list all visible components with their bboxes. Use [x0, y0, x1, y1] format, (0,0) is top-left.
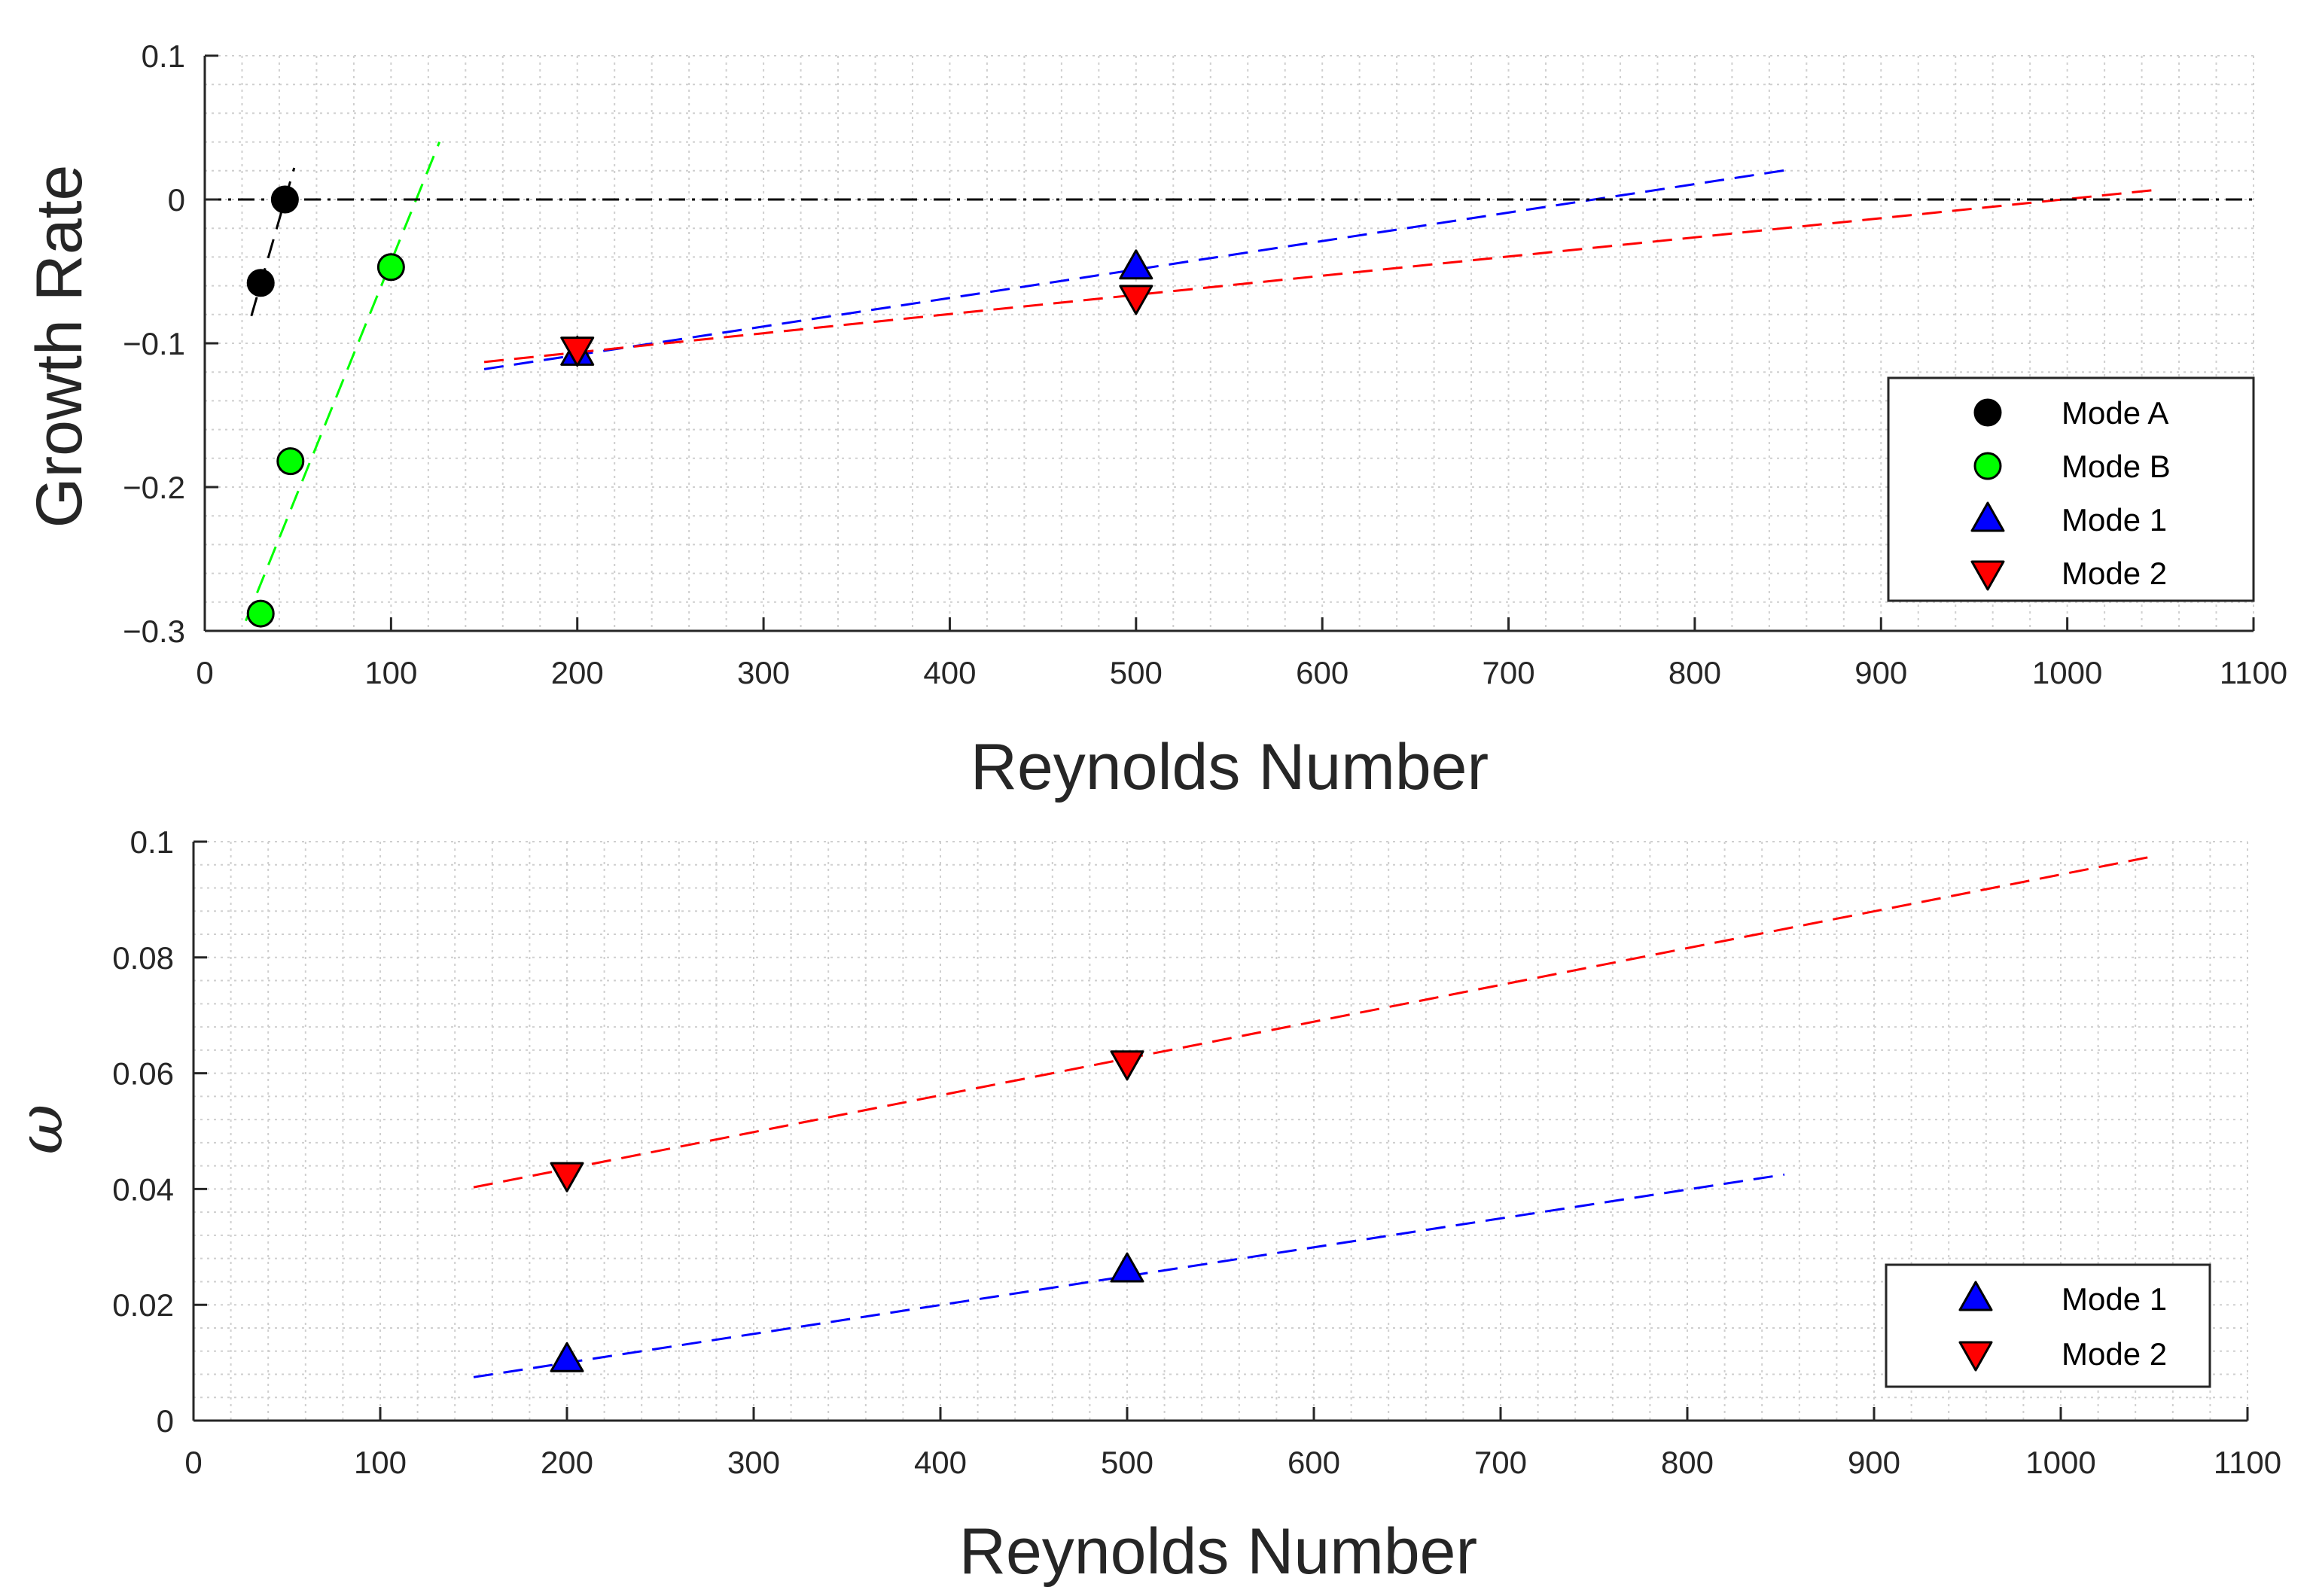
legend-label: Mode 1 — [2062, 502, 2167, 538]
x-tick-label: 700 — [1474, 1445, 1527, 1480]
x-tick-label: 1000 — [2032, 655, 2102, 690]
legend-marker-mode-b — [1973, 452, 2002, 480]
x-tick-label: 1100 — [2220, 655, 2287, 690]
x-tick-label: 800 — [1661, 1445, 1714, 1480]
mode-2-fit-line — [483, 188, 2161, 364]
growth-legend: Mode A Mode B Mode 1 Mode 2 — [1887, 376, 2255, 602]
mode-b-point — [246, 599, 275, 628]
mode-1-point — [1119, 249, 1153, 280]
x-tick-label: 500 — [1101, 1445, 1153, 1480]
x-tick-label: 1100 — [2214, 1445, 2281, 1480]
growth-y-axis-label: Growth Rate — [23, 165, 96, 528]
growth-tick-labels: 0 100 200 300 400 500 600 700 800 900 1000 1100 −0.3… — [123, 38, 2287, 690]
x-tick-label: 600 — [1288, 1445, 1340, 1480]
legend-marker-mode-2 — [1970, 560, 2005, 591]
mode-1-fit-line — [483, 168, 1792, 370]
x-tick-label: 300 — [727, 1445, 780, 1480]
mode-2-point — [550, 1162, 584, 1192]
mode-1-point — [1110, 1252, 1144, 1283]
growth-axes — [203, 54, 2255, 632]
y-tick-label: −0.3 — [123, 614, 185, 649]
legend-label: Mode A — [2062, 395, 2168, 431]
omega-legend: Mode 1 Mode 2 — [1885, 1263, 2211, 1388]
legend-label: Mode 2 — [2062, 556, 2167, 591]
mode-b-point — [376, 253, 405, 282]
growth-grid — [204, 55, 2254, 632]
x-tick-label: 700 — [1483, 655, 1535, 690]
x-tick-label: 100 — [354, 1445, 407, 1480]
omega-chart: 0 100 200 300 400 500 600 700 800 900 1000 1100 0 0.0… — [5, 824, 2281, 1588]
x-tick-label: 900 — [1854, 655, 1907, 690]
legend-label: Mode B — [2062, 449, 2171, 484]
legend-box — [1887, 376, 2255, 602]
x-tick-label: 200 — [541, 1445, 593, 1480]
legend-marker-mode-1 — [1958, 1281, 1993, 1311]
growth-x-axis-label: Reynolds Number — [971, 731, 1489, 803]
x-tick-label: 400 — [923, 655, 976, 690]
growth-rate-chart: 0 100 200 300 400 500 600 700 800 900 1000 1100 −0.3… — [23, 38, 2287, 803]
omega-x-axis-label: Reynolds Number — [959, 1515, 1477, 1588]
mode-b-fit-line — [245, 142, 441, 622]
x-tick-label: 300 — [737, 655, 790, 690]
x-tick-label: 0 — [196, 655, 213, 690]
x-tick-label: 600 — [1296, 655, 1348, 690]
legend-marker-mode-1 — [1970, 501, 2005, 532]
y-tick-label: 0.1 — [130, 824, 174, 860]
y-tick-label: 0 — [168, 182, 185, 218]
mode-2-point — [1110, 1050, 1144, 1081]
mode-b-point — [276, 447, 305, 476]
y-tick-label: 0.04 — [112, 1171, 174, 1207]
x-tick-label: 500 — [1110, 655, 1163, 690]
x-tick-label: 900 — [1848, 1445, 1900, 1480]
x-tick-label: 0 — [184, 1445, 202, 1480]
mode-2-point — [560, 337, 595, 367]
y-tick-label: 0.1 — [142, 38, 185, 74]
x-tick-label: 200 — [551, 655, 604, 690]
y-tick-label: −0.2 — [123, 470, 185, 505]
x-tick-label: 100 — [364, 655, 417, 690]
y-tick-label: −0.1 — [123, 326, 185, 361]
mode-2-fit-line — [473, 854, 2155, 1189]
y-tick-label: 0 — [157, 1403, 174, 1439]
y-tick-label: 0.08 — [112, 940, 174, 976]
omega-axes — [192, 840, 2249, 1422]
mode-a-point — [270, 185, 299, 214]
legend-label: Mode 2 — [2062, 1336, 2167, 1372]
legend-marker-mode-2 — [1958, 1341, 1993, 1372]
legend-box — [1885, 1263, 2211, 1388]
growth-fit-lines — [245, 142, 2161, 622]
legend-marker-mode-a — [1973, 398, 2002, 427]
legend-label: Mode 1 — [2062, 1281, 2167, 1317]
x-tick-label: 800 — [1668, 655, 1721, 690]
mode-1-point — [550, 1342, 584, 1372]
y-tick-label: 0.02 — [112, 1287, 174, 1323]
mode-a-point — [246, 269, 275, 297]
y-tick-label: 0.06 — [112, 1056, 174, 1092]
growth-data-points — [246, 185, 1153, 628]
x-tick-label: 1000 — [2025, 1445, 2095, 1480]
mode-2-point — [1119, 285, 1153, 315]
omega-y-axis-label: ω — [5, 1104, 77, 1155]
x-tick-label: 400 — [914, 1445, 967, 1480]
omega-tick-labels: 0 100 200 300 400 500 600 700 800 900 1000 1100 0 0.0… — [112, 824, 2281, 1480]
omega-data-points — [550, 1050, 1144, 1372]
